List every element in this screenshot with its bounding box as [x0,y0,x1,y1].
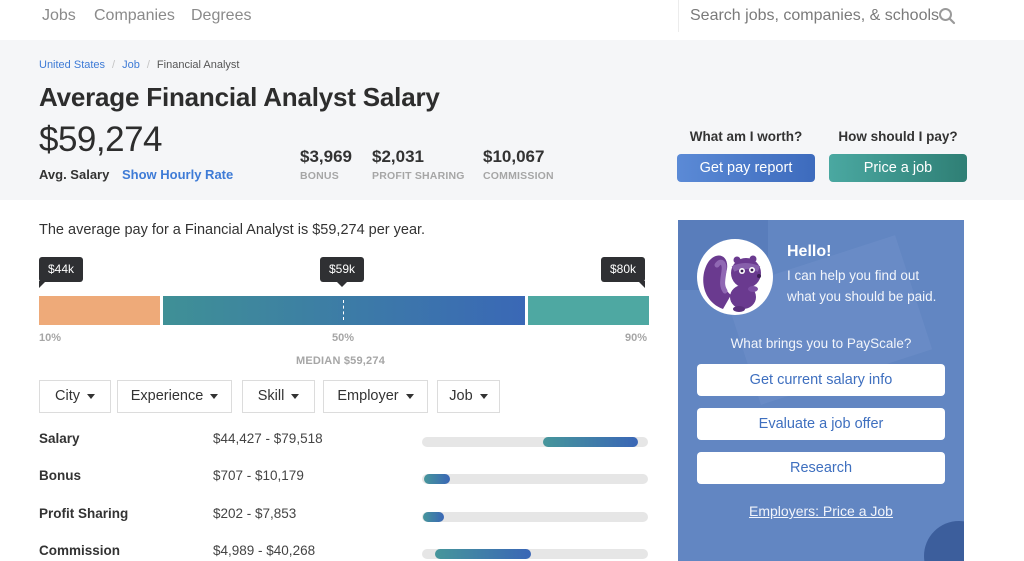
range-track [422,549,648,559]
distribution-bar-high [528,296,649,325]
salary-summary: The average pay for a Financial Analyst … [39,222,426,238]
range-label: Profit Sharing [39,506,129,521]
breadcrumb-separator: / [112,59,116,71]
assistant-greeting: Hello! [787,243,832,260]
research-button[interactable]: Research [697,452,945,484]
page-title: Average Financial Analyst Salary [39,82,440,112]
nav-companies[interactable]: Companies [94,7,175,24]
assistant-message: I can help you find out what you should … [787,268,937,304]
stat-profit-sharing: $2,031 PROFIT SHARING [372,147,465,182]
breadcrumb-job[interactable]: Job [122,59,140,71]
filter-employer[interactable]: Employer [323,380,428,413]
range-label: Commission [39,543,121,558]
filter-label: Skill [257,388,285,404]
breadcrumb: United States / Job / Financial Analyst [39,59,239,71]
tooltip-median: $59k [320,257,365,287]
filter-job[interactable]: Job [437,380,500,413]
caret-down-icon [291,393,300,399]
breadcrumb-current: Financial Analyst [156,59,240,71]
percentile-10-label: 10% [39,332,62,344]
average-salary-value: $59,274 [39,120,163,159]
breadcrumb-united-states[interactable]: United States [39,59,106,71]
average-salary-label: Avg. Salary [39,167,110,182]
stat-commission: $10,067 COMMISSION [483,147,554,182]
median-label: MEDIAN $59,274 [296,355,386,367]
median-marker [343,300,344,320]
caret-down-icon [210,393,219,399]
hero-section: United States / Job / Financial Analyst Aver… [0,40,1024,200]
top-nav: Jobs Companies Degrees Search jobs, comp… [0,0,1024,40]
stat-value: $10,067 [483,147,545,166]
range-fill [543,437,638,447]
filter-label: Job [449,388,473,404]
show-hourly-rate-link[interactable]: Show Hourly Rate [122,167,234,182]
distribution-bar-mid [163,296,525,325]
filter-label: City [55,388,80,404]
nav-divider [678,0,679,32]
filter-skill[interactable]: Skill [242,380,315,413]
stat-bonus: $3,969 BONUS [300,147,352,182]
assistant-question: What brings you to PayScale? [730,336,912,351]
caret-down-icon [405,393,414,399]
percentile-90-label: 90% [625,332,648,344]
breadcrumb-separator: / [146,59,150,71]
evaluate-job-offer-button[interactable]: Evaluate a job offer [697,408,945,440]
range-value: $202 - $7,853 [213,506,297,521]
range-value: $4,989 - $40,268 [213,543,316,558]
stat-label: BONUS [300,170,339,182]
assistant-panel: Hello! I can help you find out what you … [678,220,964,561]
range-fill [435,549,531,559]
cta-worth-question: What am I worth? [689,129,803,144]
range-fill [423,512,444,522]
range-track [422,474,648,484]
tooltip-10th-percentile: $44k [39,257,84,288]
nav-jobs[interactable]: Jobs [42,7,76,24]
range-value: $707 - $10,179 [213,468,304,483]
percentile-50-label: 50% [332,332,355,344]
stat-value: $3,969 [300,147,352,166]
search-input[interactable]: Search jobs, companies, & schools [690,7,940,24]
range-value: $44,427 - $79,518 [213,431,323,446]
range-fill [424,474,450,484]
caret-down-icon [479,393,488,399]
stat-label: PROFIT SHARING [372,170,465,182]
caret-down-icon [86,393,95,399]
search-icon[interactable] [938,7,956,25]
get-current-salary-info-button[interactable]: Get current salary info [697,364,945,396]
nav-degrees[interactable]: Degrees [191,7,252,24]
stat-label: COMMISSION [483,170,554,182]
filter-label: Employer [337,388,399,404]
range-label: Salary [39,431,80,446]
filter-experience[interactable]: Experience [117,380,232,413]
background-decoration [924,521,964,561]
stat-value: $2,031 [372,147,424,166]
price-a-job-button[interactable]: Price a job [829,154,967,182]
range-label: Bonus [39,468,81,483]
distribution-bar-low [39,296,160,325]
range-track [422,437,648,447]
cta-pay-question: How should I pay? [838,129,958,144]
get-pay-report-button[interactable]: Get pay report [677,154,815,182]
filter-label: Experience [130,388,204,404]
squirrel-mascot-icon [697,239,773,315]
tooltip-90th-percentile: $80k [601,257,646,288]
range-track [422,512,648,522]
employers-price-a-job-link[interactable]: Employers: Price a Job [749,503,893,519]
filter-city[interactable]: City [39,380,111,413]
